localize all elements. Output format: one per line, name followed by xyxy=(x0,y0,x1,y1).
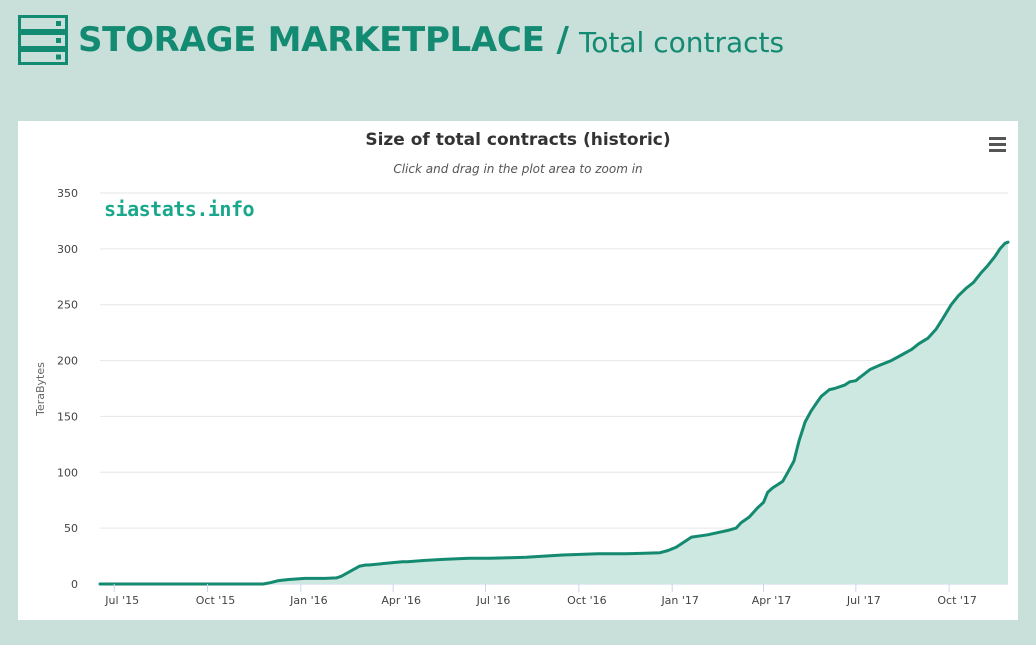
area-fill xyxy=(100,242,1008,584)
y-tick-label: 200 xyxy=(57,355,78,368)
chart-svg[interactable]: 0 50 100 150 200 250 300 350 Jul '15 Oct '15 Jan … xyxy=(18,121,1018,620)
y-tick-label: 50 xyxy=(64,522,78,535)
watermark-logo-text: siastats.info xyxy=(104,197,254,221)
chart-title: Size of total contracts (historic) xyxy=(365,130,670,150)
y-tick-label: 300 xyxy=(57,243,78,256)
chart-subtitle: Click and drag in the plot area to zoom … xyxy=(393,162,642,176)
x-tick-label: Oct '17 xyxy=(937,594,977,607)
x-tick-label: Oct '15 xyxy=(196,594,236,607)
chart-card: 0 50 100 150 200 250 300 350 Jul '15 Oct '15 Jan … xyxy=(18,121,1018,620)
series-line xyxy=(98,240,1010,586)
watermark-logo: siastats.info xyxy=(104,197,255,221)
y-tick-label: 150 xyxy=(57,410,78,423)
y-tick-label: 250 xyxy=(57,299,78,312)
x-axis: Jul '15 Oct '15 Jan '16 Apr '16 Jul '16 Oct '… xyxy=(104,584,977,607)
x-tick-label: Jan '17 xyxy=(660,594,698,607)
x-tick-label: Oct '16 xyxy=(567,594,607,607)
x-tick-label: Jul '15 xyxy=(104,594,139,607)
server-stack-icon xyxy=(18,15,68,65)
y-axis: 0 50 100 150 200 250 300 350 xyxy=(57,187,78,591)
page-title: STORAGE MARKETPLACE xyxy=(78,20,545,60)
hamburger-menu-icon xyxy=(988,137,1006,140)
page-subtitle: Total contracts xyxy=(578,25,785,59)
y-tick-label: 0 xyxy=(71,578,78,591)
y-axis-label: TeraBytes xyxy=(34,362,47,417)
y-tick-label: 100 xyxy=(57,466,78,479)
page-header: STORAGE MARKETPLACE / Total contracts xyxy=(18,14,784,66)
x-tick-label: Apr '16 xyxy=(381,594,421,607)
x-tick-label: Jan '16 xyxy=(289,594,327,607)
title-separator: / xyxy=(556,20,569,60)
x-tick-label: Apr '17 xyxy=(752,594,792,607)
y-tick-label: 350 xyxy=(57,187,78,200)
x-tick-label: Jul '17 xyxy=(846,594,881,607)
chart-menu-button[interactable] xyxy=(982,134,1012,158)
x-tick-label: Jul '16 xyxy=(476,594,511,607)
